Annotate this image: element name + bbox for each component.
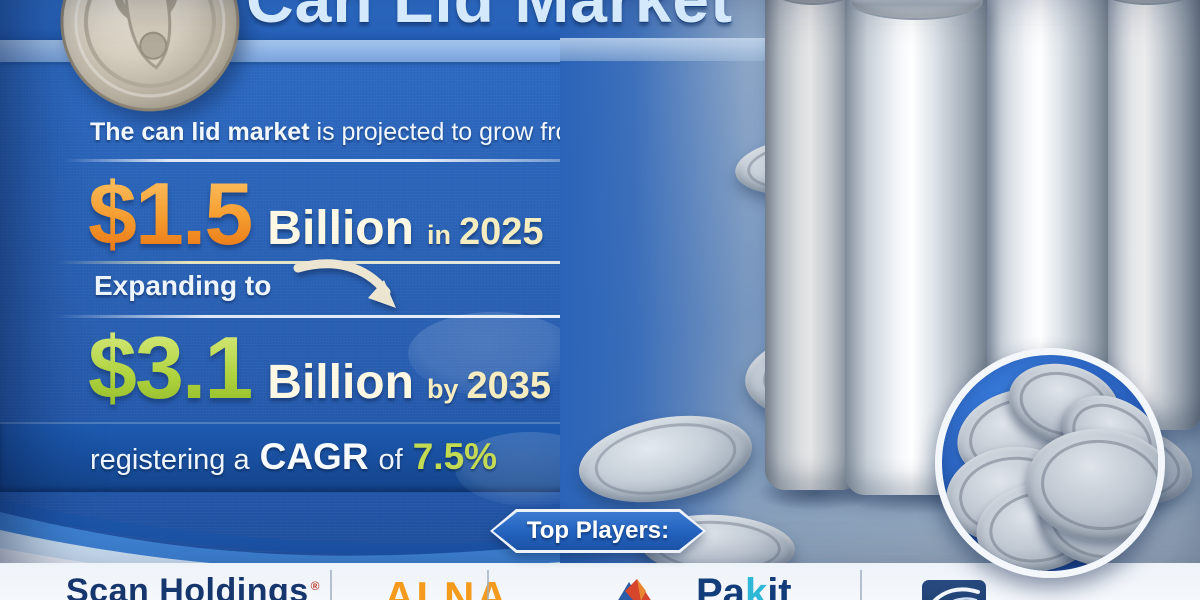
value-2025: $1.5	[88, 164, 253, 263]
value-2035: $3.1	[88, 318, 253, 417]
unit-2035: Billion	[267, 356, 414, 409]
scan-holdings-text: Scan Holdings	[66, 572, 309, 600]
cagr-statement: registering a CAGR of 7.5%	[90, 436, 497, 478]
intro-regular-text: is projected to grow from	[316, 118, 591, 146]
aluminum-can-image	[1093, 0, 1200, 430]
can-lids-pile-inset	[935, 348, 1165, 578]
logo-divider	[860, 570, 862, 600]
year-2035: 2035	[466, 365, 551, 407]
intro-sentence: The can lid market is projected to grow …	[90, 118, 590, 147]
cagr-prefix: registering a	[90, 444, 250, 476]
cagr-connector: of	[378, 444, 403, 476]
logo-divider	[330, 570, 332, 600]
top-players-badge: Top Players:	[490, 509, 706, 553]
registered-mark: ®	[310, 578, 320, 593]
market-value-2025: $1.5 Billion in 2025	[88, 164, 544, 263]
expanding-label: Expanding to	[94, 270, 272, 301]
decorative-divider	[54, 315, 899, 318]
pakit-part1: Pa	[696, 571, 745, 600]
decorative-divider	[64, 159, 649, 162]
can-lid-pull-tab-image	[60, 0, 240, 112]
triangle-logo-icon	[618, 579, 651, 600]
logo-pakit: Pakit	[696, 571, 792, 600]
word-2035: by	[426, 374, 459, 404]
decorative-divider	[58, 261, 938, 264]
swoosh-logo-icon	[922, 580, 986, 600]
unit-2025: Billion	[267, 202, 414, 255]
top-players-label: Top Players:	[526, 517, 670, 544]
cagr-value: 7.5%	[412, 436, 498, 477]
page-title: Can Lid Market	[246, 0, 733, 32]
logo-scan-holdings: Scan Holdings ®	[66, 572, 320, 600]
word-2025: in	[426, 220, 451, 250]
faint-lid-watermark	[408, 312, 578, 396]
logo-alna: ALNA	[384, 573, 509, 600]
logo-divider	[487, 570, 489, 600]
year-2025: 2025	[458, 211, 544, 253]
intro-bold-text: The can lid market	[90, 118, 310, 146]
badge-body: Top Players:	[493, 512, 703, 550]
pakit-accent-letter: k	[744, 571, 768, 600]
top-players-logos-strip: Scan Holdings ® ALNA Pakit	[0, 563, 1200, 600]
pakit-part2: it	[767, 571, 792, 600]
cagr-label: CAGR	[259, 436, 369, 477]
curved-arrow-icon	[293, 259, 396, 308]
market-value-2035: $3.1 Billion by 2035	[88, 318, 551, 417]
